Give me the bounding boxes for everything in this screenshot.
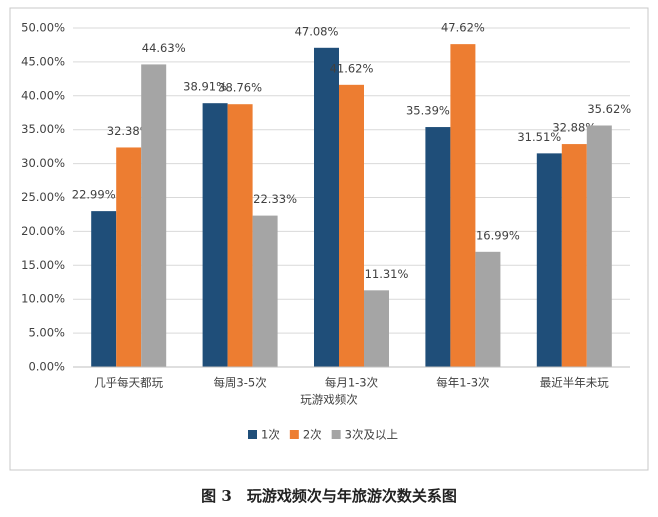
value-label: 47.08% bbox=[295, 24, 339, 38]
y-tick-label: 45.00% bbox=[21, 54, 65, 68]
value-label: 44.63% bbox=[142, 41, 186, 55]
value-label: 38.91% bbox=[183, 80, 227, 94]
y-tick-label: 0.00% bbox=[28, 360, 65, 374]
value-label: 22.33% bbox=[253, 192, 297, 206]
y-tick-label: 30.00% bbox=[21, 156, 65, 170]
x-tick-label: 每周3-5次 bbox=[213, 376, 267, 390]
legend-label: 2次 bbox=[303, 428, 322, 442]
bar bbox=[364, 290, 389, 367]
legend-swatch bbox=[248, 430, 257, 439]
value-label: 22.99% bbox=[72, 188, 116, 202]
x-tick-label: 最近半年未玩 bbox=[540, 376, 609, 390]
value-label: 16.99% bbox=[476, 228, 520, 242]
bar bbox=[561, 144, 587, 367]
x-axis-label: 玩游戏频次 bbox=[300, 393, 358, 407]
value-label: 35.62% bbox=[587, 102, 631, 116]
bar bbox=[586, 125, 612, 367]
bar bbox=[252, 215, 278, 367]
bar bbox=[450, 44, 476, 367]
bar bbox=[339, 84, 364, 367]
x-tick-label: 几乎每天都玩 bbox=[94, 376, 163, 390]
legend-label: 1次 bbox=[261, 428, 280, 442]
value-label: 38.76% bbox=[218, 81, 262, 95]
y-tick-label: 20.00% bbox=[21, 224, 65, 238]
bar bbox=[314, 47, 339, 367]
value-label: 35.39% bbox=[406, 104, 450, 118]
y-tick-label: 5.00% bbox=[28, 326, 65, 340]
bar bbox=[425, 127, 451, 367]
value-label: 32.38% bbox=[107, 124, 151, 138]
caption: 图 3 玩游戏频次与年旅游次数关系图 bbox=[201, 487, 457, 505]
y-tick-label: 10.00% bbox=[21, 292, 65, 306]
x-tick-label: 每年1-3次 bbox=[436, 376, 490, 390]
legend-swatch bbox=[289, 430, 299, 439]
value-label: 11.31% bbox=[365, 267, 409, 281]
bar bbox=[475, 251, 501, 367]
bar bbox=[91, 211, 117, 367]
legend-label: 3次及以上 bbox=[345, 428, 398, 442]
bar bbox=[141, 64, 167, 367]
y-tick-label: 50.00% bbox=[21, 21, 65, 35]
y-tick-label: 15.00% bbox=[21, 258, 65, 272]
x-tick-label: 每月1-3次 bbox=[325, 376, 379, 390]
bar bbox=[227, 104, 253, 367]
y-tick-label: 40.00% bbox=[21, 88, 65, 102]
value-label: 32.88% bbox=[552, 121, 596, 135]
bar bbox=[202, 103, 228, 368]
value-label: 31.51% bbox=[517, 130, 561, 144]
legend-swatch bbox=[331, 430, 341, 439]
bar bbox=[116, 147, 142, 367]
bar bbox=[536, 153, 562, 367]
y-tick-label: 35.00% bbox=[21, 122, 65, 136]
value-label: 41.62% bbox=[330, 61, 374, 75]
y-tick-label: 25.00% bbox=[21, 190, 65, 204]
value-label: 47.62% bbox=[441, 21, 485, 35]
